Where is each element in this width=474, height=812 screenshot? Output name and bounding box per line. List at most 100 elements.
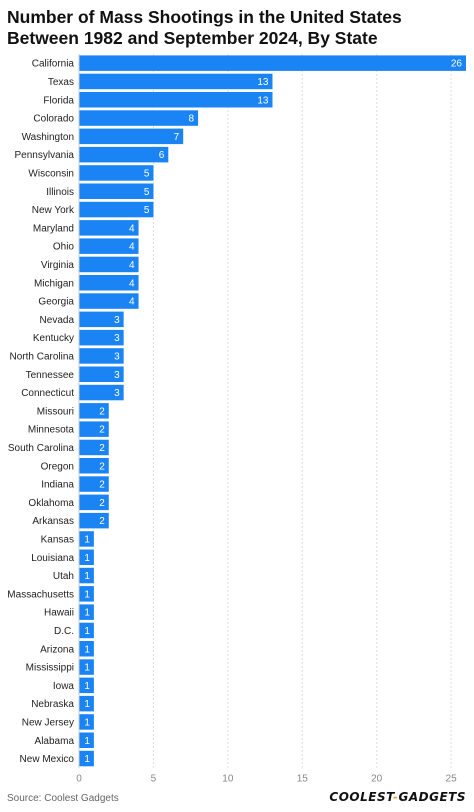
bar-kentucky: [79, 329, 124, 346]
data-label: 1: [84, 699, 90, 710]
category-label: Massachusetts: [7, 589, 74, 600]
data-label: 1: [84, 589, 90, 600]
bar-california: [79, 55, 466, 71]
data-label: 3: [114, 315, 120, 326]
bar-kansas: [79, 531, 94, 547]
bar-washington: [79, 128, 184, 145]
data-label: 8: [189, 114, 195, 125]
data-label: 4: [129, 260, 135, 271]
category-label: D.C.: [54, 626, 74, 637]
category-label: Alabama: [35, 736, 75, 747]
bar-utah: [79, 567, 94, 584]
data-label: 4: [129, 223, 135, 234]
category-label: Utah: [53, 571, 74, 582]
category-label: Minnesota: [28, 425, 75, 436]
category-label: New Jersey: [22, 717, 74, 728]
bar-texas: [79, 73, 273, 90]
bar-mississippi: [79, 659, 94, 675]
category-label: Michigan: [34, 278, 74, 289]
bar-maryland: [79, 220, 139, 236]
category-label: California: [32, 59, 75, 70]
data-label: 1: [84, 534, 90, 545]
x-tick-label: 25: [446, 774, 458, 785]
bar-missouri: [79, 403, 109, 419]
data-label: 4: [129, 278, 135, 289]
category-label: Colorado: [33, 114, 74, 125]
bar-indiana: [79, 476, 109, 492]
bar-georgia: [79, 293, 139, 309]
data-label: 1: [84, 608, 90, 619]
bar-florida: [79, 92, 273, 108]
bar-arizona: [79, 641, 94, 657]
category-label: New Mexico: [20, 754, 75, 765]
data-label: 1: [84, 553, 90, 564]
category-label: Arkansas: [32, 516, 74, 527]
category-label: Nevada: [40, 315, 75, 326]
bar-colorado: [79, 110, 199, 126]
x-tick-label: 20: [371, 774, 383, 785]
bar-oregon: [79, 458, 109, 474]
chart-title: Number of Mass Shootings in the United S…: [7, 7, 402, 48]
bar-new-york: [79, 201, 154, 218]
data-label: 26: [451, 59, 463, 70]
bar-ohio: [79, 238, 139, 254]
category-label: Iowa: [53, 681, 75, 692]
logo-text-left: COOLEST: [329, 790, 394, 804]
data-label: 2: [99, 443, 105, 454]
bar-massachusetts: [79, 586, 94, 602]
category-label: Ohio: [53, 242, 75, 253]
data-label: 3: [114, 333, 120, 344]
category-label: Georgia: [38, 297, 74, 308]
category-label: Kansas: [41, 534, 74, 545]
category-label: Maryland: [33, 223, 74, 234]
bar-connecticut: [79, 384, 124, 401]
bar-minnesota: [79, 421, 109, 437]
data-label: 2: [99, 498, 105, 509]
category-label: New York: [32, 205, 75, 216]
category-label: North Carolina: [10, 351, 75, 362]
x-tick-label: 15: [297, 774, 309, 785]
bar-iowa: [79, 677, 94, 694]
x-tick-label: 0: [76, 774, 82, 785]
bar-oklahoma: [79, 494, 109, 511]
data-label: 7: [174, 132, 180, 143]
data-label: 3: [114, 351, 120, 362]
data-label: 1: [84, 717, 90, 728]
data-label: 5: [144, 168, 150, 179]
category-label: Connecticut: [21, 388, 74, 399]
category-label: Texas: [48, 77, 74, 88]
category-label: South Carolina: [8, 443, 75, 454]
data-label: 13: [257, 77, 269, 88]
category-label: Pennsylvania: [15, 150, 75, 161]
data-label: 1: [84, 681, 90, 692]
data-label: 1: [84, 736, 90, 747]
bar-wisconsin: [79, 165, 154, 181]
data-label: 2: [99, 406, 105, 417]
x-tick-label: 5: [151, 774, 157, 785]
bar-nebraska: [79, 695, 94, 712]
bar-new-jersey: [79, 714, 94, 730]
category-label: Washington: [22, 132, 74, 143]
logo-dash: -: [393, 790, 399, 804]
bar-hawaii: [79, 604, 94, 620]
data-label: 6: [159, 150, 165, 161]
brand-logo: COOLEST-GADGETS: [329, 790, 466, 804]
data-label: 4: [129, 297, 135, 308]
category-label: Virginia: [41, 260, 75, 271]
bar-michigan: [79, 275, 139, 291]
source-note: Source: Coolest Gadgets: [7, 793, 119, 804]
data-label: 13: [257, 95, 269, 106]
data-label: 1: [84, 571, 90, 582]
category-label: Wisconsin: [28, 168, 74, 179]
category-label: Mississippi: [26, 663, 74, 674]
bar-pennsylvania: [79, 146, 169, 163]
category-label: Oregon: [41, 461, 74, 472]
data-label: 2: [99, 480, 105, 491]
bar-virginia: [79, 256, 139, 273]
bar-illinois: [79, 183, 154, 199]
data-label: 2: [99, 425, 105, 436]
bar-tennessee: [79, 366, 124, 382]
data-label: 5: [144, 187, 150, 198]
category-label: Oklahoma: [28, 498, 74, 509]
